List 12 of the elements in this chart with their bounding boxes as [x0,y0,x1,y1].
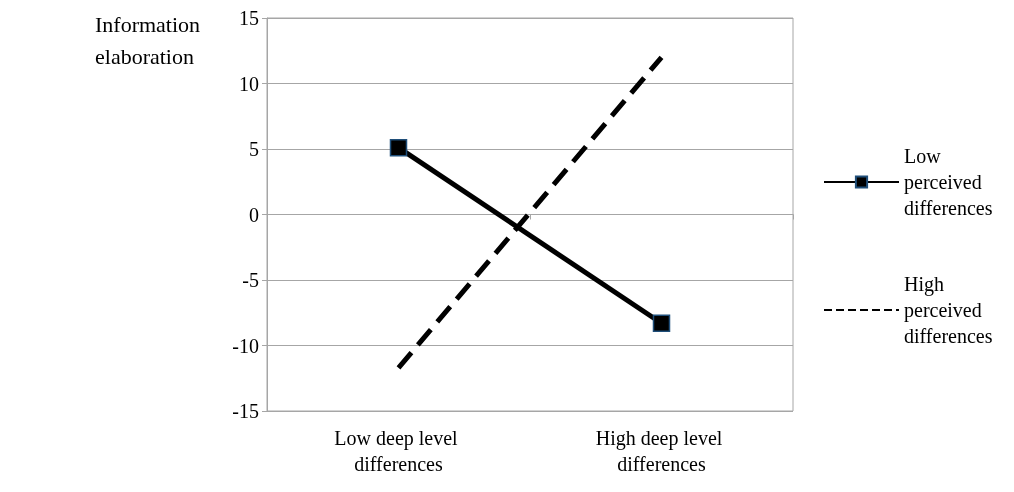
y-tick-label: -10 [232,334,259,357]
y-axis-title: Information elaboration [95,11,206,69]
y-tick-label: -15 [232,400,259,422]
x-tick-label: High deep level differences [595,427,728,475]
y-tick-label: 15 [239,7,259,29]
y-tick-label: 10 [239,72,259,95]
x-tick-label: Low deep level differences [334,427,463,475]
y-tick-label: 0 [249,203,259,226]
legend-label: Low perceived differences [904,145,993,219]
legend-label: High perceived differences [904,273,993,347]
y-tick-label: -5 [242,269,259,291]
y-tick-label: 5 [249,138,259,160]
